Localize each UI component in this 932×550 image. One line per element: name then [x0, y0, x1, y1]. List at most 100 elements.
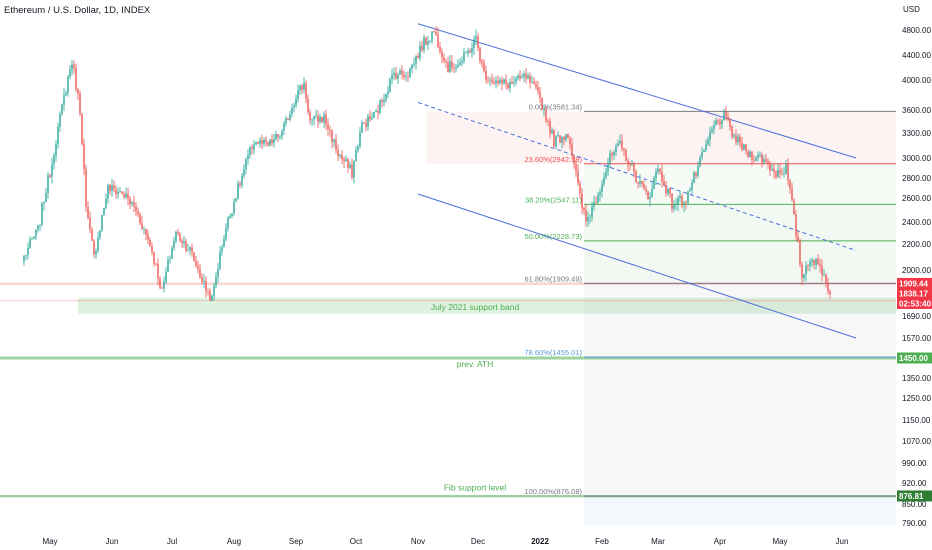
- candle: [35, 229, 37, 241]
- y-tick-label: 4400.00: [902, 51, 931, 60]
- candle: [469, 48, 471, 54]
- candle: [125, 187, 127, 200]
- candle: [487, 76, 489, 84]
- candle: [71, 59, 73, 76]
- candle: [631, 159, 633, 167]
- candle: [697, 161, 699, 178]
- candle: [245, 157, 247, 175]
- candle: [135, 202, 137, 216]
- candle: [613, 149, 615, 160]
- candle: [759, 151, 761, 158]
- y-tick-label: 2800.00: [902, 174, 931, 183]
- candle: [267, 141, 269, 147]
- candle: [337, 144, 339, 162]
- candle: [663, 174, 665, 186]
- candle: [801, 261, 803, 285]
- candle-body: [263, 139, 265, 144]
- y-tick-label: 850.00: [902, 500, 927, 509]
- candle-body: [685, 202, 687, 204]
- candle: [183, 235, 185, 248]
- candle-body: [545, 108, 547, 122]
- candle: [371, 112, 373, 121]
- candle-body: [215, 276, 217, 286]
- candle-body: [47, 175, 49, 193]
- candle-body: [313, 115, 315, 120]
- candle: [43, 201, 45, 211]
- candle: [525, 68, 527, 84]
- candle-body: [69, 69, 71, 77]
- price-badge-label: 1450.00: [899, 354, 928, 363]
- candle: [661, 164, 663, 188]
- candle: [637, 181, 639, 189]
- candle: [67, 74, 69, 97]
- candle-body: [627, 160, 629, 165]
- price-badge-label: 1909.44: [899, 279, 928, 288]
- candle: [25, 254, 27, 261]
- candle-body: [537, 87, 539, 92]
- candle: [699, 154, 701, 168]
- candle: [781, 167, 783, 176]
- candle: [601, 179, 603, 198]
- candle: [133, 195, 135, 212]
- candle-body: [85, 168, 87, 208]
- candle: [785, 159, 787, 175]
- candle: [383, 93, 385, 107]
- candle: [375, 108, 377, 113]
- candle: [691, 179, 693, 196]
- candle-body: [599, 191, 601, 195]
- y-tick-label: 990.00: [902, 459, 927, 468]
- candle-body: [569, 137, 571, 145]
- y-tick-label: 1570.00: [902, 334, 931, 343]
- candle: [585, 204, 587, 227]
- y-tick-label: 2400.00: [902, 218, 931, 227]
- candle-body: [621, 140, 623, 149]
- candle: [221, 244, 223, 256]
- candle: [37, 224, 39, 233]
- candle: [693, 170, 695, 184]
- x-tick-label: Oct: [350, 537, 363, 546]
- candle: [595, 196, 597, 204]
- candle-body: [109, 184, 111, 191]
- candle-body: [655, 171, 657, 179]
- fib-level-label: 61.80%(1909.49): [524, 274, 582, 283]
- candle-body: [105, 198, 107, 208]
- candle: [547, 118, 549, 127]
- candle: [707, 136, 709, 147]
- candle-body: [321, 116, 323, 123]
- candle: [333, 138, 335, 148]
- candle-body: [335, 139, 337, 150]
- candle-body: [711, 128, 713, 132]
- candle: [655, 168, 657, 185]
- price-badge: [897, 277, 932, 289]
- candle-body: [149, 239, 151, 247]
- candle-body: [795, 214, 797, 237]
- candle-body: [319, 116, 321, 123]
- candle-body: [183, 241, 185, 244]
- candle-body: [35, 229, 37, 237]
- candle-body: [571, 144, 573, 156]
- candle: [777, 163, 779, 178]
- fib-retracement: 0.00%(3581.34) 23.60%(2942.39) 38.20%(2547…: [524, 102, 896, 497]
- candle: [683, 201, 685, 213]
- candle-body: [239, 183, 241, 186]
- candle-body: [387, 91, 389, 95]
- candle: [79, 90, 81, 117]
- candle-body: [761, 154, 763, 163]
- candle-body: [357, 146, 359, 151]
- candle-body: [73, 64, 75, 69]
- candle-body: [293, 105, 295, 108]
- candle-body: [177, 231, 179, 234]
- candle: [81, 113, 83, 146]
- candle-body: [37, 225, 39, 230]
- candle-body: [295, 99, 297, 106]
- candle: [807, 264, 809, 272]
- candle-body: [193, 252, 195, 261]
- candle: [805, 260, 807, 282]
- candle-body: [393, 72, 395, 75]
- candle-body: [209, 291, 211, 301]
- candle-body: [693, 172, 695, 183]
- candle: [703, 148, 705, 153]
- candle: [421, 40, 423, 53]
